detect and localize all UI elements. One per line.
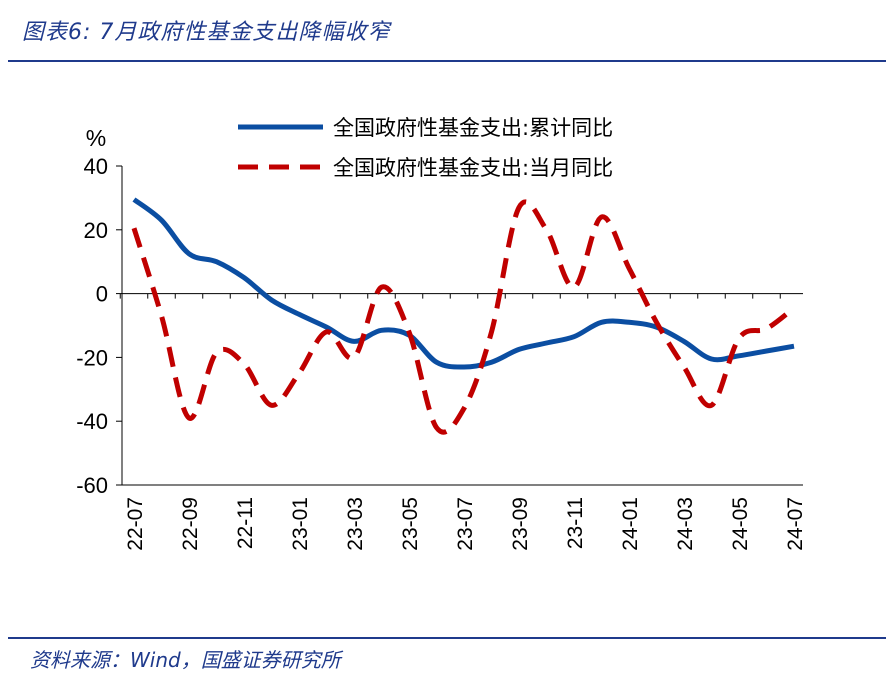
x-tick-label: 23-09 bbox=[509, 497, 532, 551]
x-tick-label: 24-03 bbox=[674, 497, 697, 551]
y-tick-label: 0 bbox=[96, 282, 108, 307]
y-unit-label: % bbox=[86, 125, 106, 151]
bottom-rule bbox=[8, 637, 886, 639]
x-tick-label: 22-07 bbox=[124, 497, 147, 551]
x-tick-label: 22-09 bbox=[179, 497, 202, 551]
x-tick-label: 23-07 bbox=[454, 497, 477, 551]
legend-label: 全国政府性基金支出:当月同比 bbox=[333, 156, 613, 180]
x-tick-label: 23-05 bbox=[399, 497, 422, 551]
series-line-cumulative bbox=[132, 197, 795, 370]
y-tick-label: 40 bbox=[84, 154, 108, 179]
x-tick-label: 23-03 bbox=[344, 497, 367, 551]
y-tick-label: 20 bbox=[84, 218, 108, 243]
y-tick-label: -40 bbox=[76, 409, 108, 434]
y-tick-label: -60 bbox=[76, 473, 108, 498]
legend-label: 全国政府性基金支出:累计同比 bbox=[333, 116, 613, 140]
chart-axes: 40 20 0 -20 -40 -60% 22-07 22-09 22-11 23-01 23-03… bbox=[76, 125, 807, 551]
chart-lines bbox=[131, 197, 796, 435]
figure-title: 图表6: 7月政府性基金支出降幅收窄 bbox=[22, 20, 391, 45]
x-tick-label: 24-07 bbox=[784, 497, 807, 551]
x-tick-label: 24-01 bbox=[619, 497, 642, 551]
x-tick-label: 23-11 bbox=[564, 497, 587, 549]
x-tick-label: 23-01 bbox=[289, 497, 312, 551]
source-note: 资料来源：Wind，国盛证券研究所 bbox=[30, 648, 341, 672]
x-tick-label: 22-11 bbox=[234, 497, 257, 549]
y-tick-label: -20 bbox=[76, 345, 108, 370]
top-rule bbox=[8, 60, 886, 62]
series-line-monthly bbox=[131, 199, 796, 435]
x-tick-label: 24-05 bbox=[729, 497, 752, 551]
